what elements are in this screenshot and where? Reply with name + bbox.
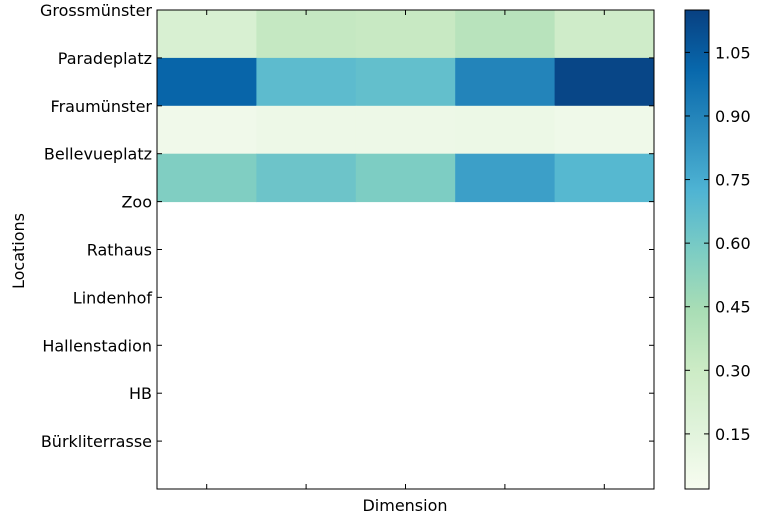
heatmap-cell bbox=[554, 10, 655, 59]
heatmap-cell bbox=[157, 10, 257, 59]
y-tick-label: Paradeplatz bbox=[58, 49, 152, 68]
heatmap-cell bbox=[455, 10, 556, 59]
y-tick-label: Bellevueplatz bbox=[44, 145, 152, 164]
y-tick-label: Lindenhof bbox=[73, 288, 153, 307]
heatmap-cell bbox=[554, 57, 655, 107]
heatmap-cell bbox=[256, 57, 357, 107]
heatmap-cell bbox=[157, 105, 257, 155]
y-tick-label: Grossmünster bbox=[40, 1, 152, 20]
y-tick-label: Fraumünster bbox=[51, 97, 153, 116]
colorbar bbox=[684, 9, 710, 490]
colorbar-tick-label: 0.45 bbox=[715, 298, 751, 317]
y-tick-label: Rathaus bbox=[87, 241, 152, 260]
colorbar-ticks: 0.15 0.30 0.45 0.60 0.75 0.90 1.05 bbox=[685, 43, 751, 444]
heatmap-cell bbox=[256, 105, 357, 155]
y-tick-label: Zoo bbox=[121, 193, 152, 212]
colorbar-tick-label: 0.90 bbox=[715, 107, 751, 126]
x-axis-label: Dimension bbox=[362, 496, 447, 515]
y-tick-label: Bürkliterrasse bbox=[41, 432, 152, 451]
heatmap-cell bbox=[157, 57, 257, 107]
heatmap-cell bbox=[355, 153, 456, 203]
heatmap-cell bbox=[355, 57, 456, 107]
x-axis-ticks bbox=[206, 10, 605, 489]
heatmap-cell bbox=[455, 57, 556, 107]
y-tick-label: Hallenstadion bbox=[42, 336, 152, 355]
colorbar-tick-label: 0.75 bbox=[715, 171, 751, 190]
heatmap-cell bbox=[455, 105, 556, 155]
y-axis-ticks: Grossmünster Paradeplatz Fraumünster Bellev… bbox=[40, 1, 654, 451]
y-tick-label: HB bbox=[129, 384, 152, 403]
heatmap-cell bbox=[256, 153, 357, 203]
heatmap-cell bbox=[355, 10, 456, 59]
colorbar-tick-label: 0.15 bbox=[715, 425, 751, 444]
colorbar-tick-label: 1.05 bbox=[715, 43, 751, 62]
heatmap-cell bbox=[554, 153, 655, 203]
colorbar-tick-label: 0.30 bbox=[715, 361, 751, 380]
heatmap-cell bbox=[455, 153, 556, 203]
heatmap-cells bbox=[157, 10, 655, 203]
heatmap-cell bbox=[355, 105, 456, 155]
heatmap-cell bbox=[256, 10, 357, 59]
heatmap-cell bbox=[554, 105, 655, 155]
colorbar-tick-label: 0.60 bbox=[715, 234, 751, 253]
heatmap-cell bbox=[157, 153, 257, 203]
y-axis-label: Locations bbox=[9, 213, 28, 289]
